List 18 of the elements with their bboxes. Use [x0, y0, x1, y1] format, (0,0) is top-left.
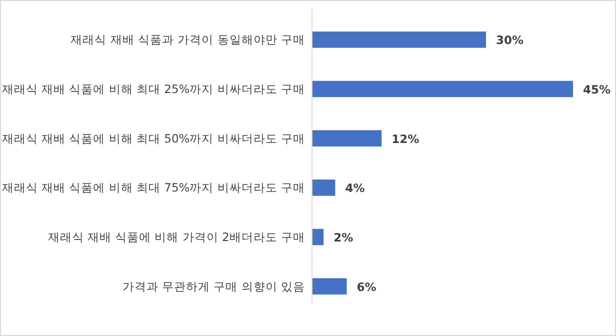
bar [312, 130, 382, 146]
data-label: 6% [356, 280, 377, 294]
bar [312, 80, 573, 98]
data-label: 30% [496, 33, 524, 48]
bar [312, 32, 486, 48]
data-label: 2% [334, 230, 354, 244]
data-label: 12% [392, 132, 420, 146]
y-tick-label: 재래식 재배 식품과 가격이 동일해야만 구매 [70, 32, 305, 47]
data-label: 45% [583, 82, 612, 96]
bar [312, 278, 347, 294]
bar [312, 180, 336, 196]
data-label: 4% [345, 181, 366, 196]
y-tick-label: 가격과 무관하게 구매 의향이 있음 [122, 279, 305, 294]
y-tick-label: 재래식 재배 식품에 비해 최대 50%까지 비싸더라도 구매 [2, 131, 305, 146]
y-tick-label: 재래식 재배 식품에 비해 최대 75%까지 비싸더라도 구매 [2, 180, 305, 195]
bar [312, 228, 324, 246]
y-tick-label: 재래식 재배 식품에 비해 최대 25%까지 비싸더라도 구매 [2, 82, 305, 96]
y-tick-label: 재래식 재배 식품에 비해 가격이 2배더라도 구매 [48, 230, 305, 244]
